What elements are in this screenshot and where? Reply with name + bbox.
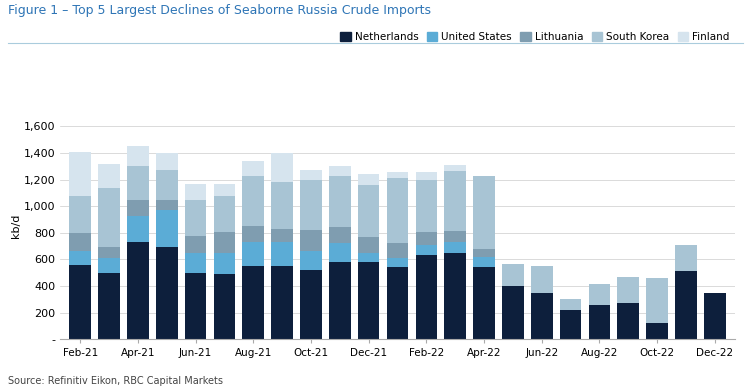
Bar bbox=[675, 245, 697, 271]
Bar bbox=[156, 153, 178, 170]
Bar bbox=[473, 257, 495, 268]
Legend: Netherlands, United States, Lithuania, South Korea, Finland: Netherlands, United States, Lithuania, S… bbox=[340, 32, 730, 43]
Bar bbox=[704, 293, 725, 339]
Bar bbox=[358, 174, 380, 185]
Bar bbox=[184, 236, 206, 253]
Bar bbox=[214, 253, 236, 274]
Bar bbox=[416, 255, 437, 339]
Bar bbox=[98, 248, 120, 258]
Bar bbox=[242, 176, 264, 226]
Bar bbox=[98, 273, 120, 339]
Bar bbox=[242, 266, 264, 339]
Text: Source: Refinitiv Eikon, RBC Capital Markets: Source: Refinitiv Eikon, RBC Capital Mar… bbox=[8, 376, 223, 386]
Bar bbox=[387, 243, 408, 258]
Bar bbox=[416, 172, 437, 180]
Bar bbox=[387, 172, 408, 178]
Bar bbox=[531, 293, 553, 339]
Bar bbox=[300, 251, 322, 270]
Bar bbox=[156, 248, 178, 339]
Bar bbox=[156, 170, 178, 200]
Bar bbox=[387, 178, 408, 243]
Bar bbox=[127, 146, 148, 166]
Bar bbox=[473, 268, 495, 339]
Bar bbox=[358, 262, 380, 339]
Bar bbox=[214, 274, 236, 339]
Bar bbox=[473, 176, 495, 249]
Bar bbox=[272, 229, 293, 242]
Bar bbox=[272, 266, 293, 339]
Bar bbox=[214, 184, 236, 196]
Bar bbox=[184, 200, 206, 236]
Bar bbox=[98, 188, 120, 248]
Bar bbox=[502, 286, 524, 339]
Bar bbox=[444, 231, 466, 241]
Bar bbox=[531, 266, 553, 293]
Bar bbox=[358, 253, 380, 262]
Bar bbox=[98, 258, 120, 273]
Bar bbox=[329, 262, 350, 339]
Bar bbox=[416, 245, 437, 255]
Bar bbox=[617, 303, 639, 339]
Bar bbox=[329, 166, 350, 176]
Bar bbox=[69, 252, 91, 265]
Bar bbox=[214, 232, 236, 253]
Bar bbox=[127, 166, 148, 200]
Bar bbox=[300, 270, 322, 339]
Bar bbox=[617, 277, 639, 303]
Bar bbox=[156, 200, 178, 210]
Bar bbox=[98, 164, 120, 188]
Bar bbox=[300, 230, 322, 251]
Bar bbox=[502, 264, 524, 286]
Bar bbox=[444, 165, 466, 171]
Text: Figure 1 – Top 5 Largest Declines of Seaborne Russia Crude Imports: Figure 1 – Top 5 Largest Declines of Sea… bbox=[8, 4, 430, 17]
Bar bbox=[473, 249, 495, 257]
Bar bbox=[300, 180, 322, 230]
Bar bbox=[675, 271, 697, 339]
Bar bbox=[69, 233, 91, 252]
Bar bbox=[589, 284, 610, 305]
Bar bbox=[444, 171, 466, 231]
Bar bbox=[646, 323, 668, 339]
Bar bbox=[242, 226, 264, 242]
Y-axis label: kb/d: kb/d bbox=[10, 214, 21, 238]
Bar bbox=[127, 242, 148, 339]
Bar bbox=[329, 227, 350, 243]
Bar bbox=[69, 152, 91, 196]
Bar bbox=[272, 182, 293, 229]
Bar bbox=[184, 273, 206, 339]
Bar bbox=[184, 184, 206, 200]
Bar bbox=[387, 258, 408, 268]
Bar bbox=[272, 153, 293, 182]
Bar bbox=[444, 253, 466, 339]
Bar bbox=[272, 242, 293, 266]
Bar bbox=[329, 243, 350, 262]
Bar bbox=[69, 265, 91, 339]
Bar bbox=[646, 278, 668, 323]
Bar bbox=[300, 170, 322, 180]
Bar bbox=[358, 185, 380, 237]
Bar bbox=[560, 299, 581, 310]
Bar bbox=[69, 196, 91, 233]
Bar bbox=[184, 253, 206, 273]
Bar bbox=[242, 161, 264, 176]
Bar bbox=[416, 232, 437, 245]
Bar bbox=[127, 216, 148, 242]
Bar bbox=[444, 241, 466, 253]
Bar bbox=[127, 200, 148, 216]
Bar bbox=[214, 196, 236, 232]
Bar bbox=[329, 176, 350, 227]
Bar bbox=[387, 268, 408, 339]
Bar bbox=[156, 210, 178, 248]
Bar bbox=[242, 242, 264, 266]
Bar bbox=[416, 180, 437, 232]
Bar bbox=[358, 237, 380, 253]
Bar bbox=[589, 305, 610, 339]
Bar bbox=[560, 310, 581, 339]
